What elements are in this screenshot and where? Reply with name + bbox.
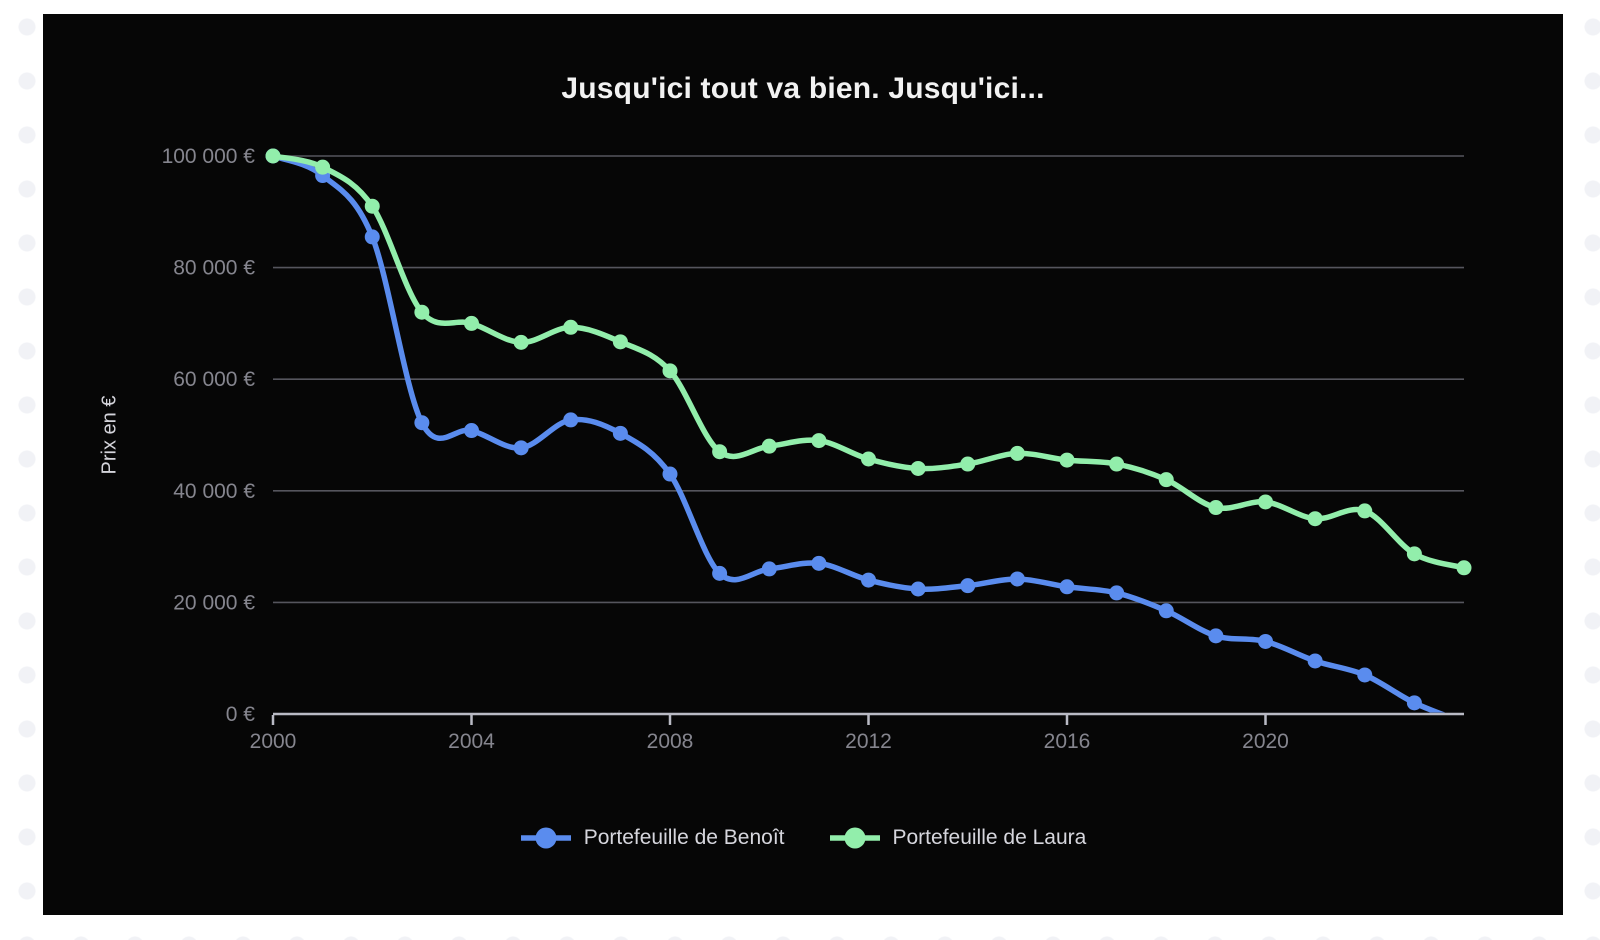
chart-card: Jusqu'ici tout va bien. Jusqu'ici... Pri… (43, 14, 1563, 915)
data-point (761, 561, 777, 577)
y-tick-label-0: 0 € (226, 703, 256, 726)
y-tick-label-80000: 80 000 € (173, 257, 255, 280)
series-benoit (265, 148, 1446, 713)
y-tick-label-100000: 100 000 € (162, 145, 256, 168)
data-point (612, 334, 628, 350)
data-point (1009, 571, 1025, 587)
data-point (811, 433, 827, 449)
data-point (464, 315, 479, 331)
data-point (1109, 456, 1125, 472)
chart-legend: Portefeuille de Benoît Portefeuille de L… (43, 826, 1563, 850)
data-point (414, 304, 430, 320)
series-line (270, 153, 1446, 713)
data-point (811, 555, 827, 571)
data-point (960, 578, 976, 594)
chart-title: Jusqu'ici tout va bien. Jusqu'ici... (561, 72, 1045, 105)
data-point (861, 451, 876, 467)
data-point (1158, 603, 1174, 619)
data-point (563, 412, 579, 428)
data-point (612, 425, 628, 441)
data-point (1307, 653, 1323, 669)
data-point (910, 460, 926, 476)
data-point (1208, 500, 1224, 516)
data-point (1258, 633, 1273, 649)
x-tick-label-2012: 2012 (845, 730, 892, 753)
line-chart-plot: 0 € 20 000 € 40 000 € 60 000 € 80 000 € 100 0… (162, 145, 1472, 753)
data-point (1307, 511, 1323, 527)
data-point (1009, 445, 1025, 461)
data-point (1158, 472, 1174, 488)
series-line (270, 153, 1467, 571)
data-point (364, 198, 380, 214)
data-point (1406, 546, 1422, 562)
data-point (1406, 695, 1422, 711)
data-point (1208, 628, 1224, 644)
legend-marker-benoit-icon (520, 827, 571, 849)
series-laura (265, 148, 1472, 576)
data-point (1357, 667, 1373, 683)
data-point (513, 440, 529, 456)
data-point (513, 334, 529, 350)
legend-item-benoit[interactable]: Portefeuille de Benoît (520, 826, 785, 850)
data-point (761, 438, 777, 454)
data-point (364, 229, 380, 245)
y-tick-label-60000: 60 000 € (173, 368, 255, 391)
data-point (563, 319, 579, 335)
data-point (414, 415, 430, 431)
data-point (1357, 503, 1373, 519)
legend-label-laura: Portefeuille de Laura (892, 826, 1087, 849)
data-point (1109, 585, 1125, 601)
data-point (315, 159, 331, 175)
x-tick-label-2000: 2000 (250, 730, 297, 753)
legend-item-laura[interactable]: Portefeuille de Laura (829, 826, 1087, 850)
data-point (464, 423, 479, 439)
x-tick-label-2016: 2016 (1044, 730, 1091, 753)
data-point (1258, 494, 1273, 510)
x-tick-label-2020: 2020 (1242, 730, 1289, 753)
legend-marker-laura-icon (829, 827, 880, 849)
data-point (960, 456, 976, 472)
data-point (662, 363, 678, 379)
data-point (1059, 579, 1075, 595)
data-point (712, 444, 728, 460)
legend-label-benoit: Portefeuille de Benoît (583, 826, 785, 849)
y-tick-label-20000: 20 000 € (173, 591, 255, 614)
data-point (712, 565, 728, 581)
data-point (1456, 560, 1472, 576)
data-point (910, 581, 926, 597)
data-point (265, 148, 281, 164)
x-tick-label-2008: 2008 (647, 730, 694, 753)
y-tick-label-40000: 40 000 € (173, 480, 255, 503)
x-tick-label-2004: 2004 (448, 730, 495, 753)
data-point (861, 572, 876, 588)
data-point (1059, 452, 1075, 468)
data-point (662, 466, 678, 482)
